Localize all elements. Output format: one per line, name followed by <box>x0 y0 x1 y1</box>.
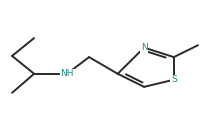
Text: NH: NH <box>60 69 74 78</box>
Text: N: N <box>141 43 147 52</box>
Text: S: S <box>171 75 177 84</box>
